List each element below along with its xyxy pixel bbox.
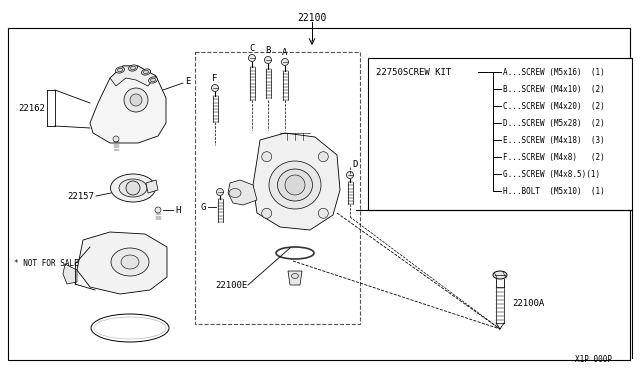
Text: C...SCREW (M4x20)  (2): C...SCREW (M4x20) (2) xyxy=(503,102,605,110)
Text: E: E xyxy=(185,77,190,86)
Circle shape xyxy=(155,207,161,213)
Circle shape xyxy=(262,152,272,162)
Ellipse shape xyxy=(121,255,139,269)
Circle shape xyxy=(211,84,218,92)
Ellipse shape xyxy=(291,273,298,279)
Text: * NOT FOR SALE: * NOT FOR SALE xyxy=(14,260,79,269)
Ellipse shape xyxy=(143,70,148,74)
Text: 22100E: 22100E xyxy=(215,280,247,289)
Text: H: H xyxy=(175,205,180,215)
Polygon shape xyxy=(146,180,158,193)
Ellipse shape xyxy=(493,271,507,279)
Ellipse shape xyxy=(148,77,157,83)
Circle shape xyxy=(318,208,328,218)
Ellipse shape xyxy=(119,179,147,197)
Ellipse shape xyxy=(118,68,122,72)
Text: X1P 000P: X1P 000P xyxy=(575,355,612,364)
Text: D: D xyxy=(352,160,357,169)
Circle shape xyxy=(248,55,255,61)
Circle shape xyxy=(264,57,271,64)
Polygon shape xyxy=(90,66,166,143)
Circle shape xyxy=(113,136,119,142)
Text: 22157: 22157 xyxy=(67,192,94,201)
Ellipse shape xyxy=(111,174,156,202)
Ellipse shape xyxy=(141,69,150,75)
Circle shape xyxy=(262,208,272,218)
Polygon shape xyxy=(110,66,156,86)
Circle shape xyxy=(126,181,140,195)
Text: 22162: 22162 xyxy=(18,103,45,112)
Text: B...SCREW (M4x10)  (2): B...SCREW (M4x10) (2) xyxy=(503,84,605,93)
Ellipse shape xyxy=(229,189,241,198)
Polygon shape xyxy=(77,232,167,294)
Polygon shape xyxy=(288,271,302,285)
Ellipse shape xyxy=(131,66,136,70)
Circle shape xyxy=(130,94,142,106)
Circle shape xyxy=(282,58,289,65)
Ellipse shape xyxy=(278,169,312,201)
Polygon shape xyxy=(253,133,340,230)
Circle shape xyxy=(285,175,305,195)
Ellipse shape xyxy=(91,314,169,342)
Ellipse shape xyxy=(111,248,149,276)
Ellipse shape xyxy=(129,65,138,71)
Text: F: F xyxy=(212,74,218,83)
Polygon shape xyxy=(63,264,77,284)
Ellipse shape xyxy=(269,161,321,209)
Text: H...BOLT  (M5x10)  (1): H...BOLT (M5x10) (1) xyxy=(503,186,605,196)
Text: A...SCREW (M5x16)  (1): A...SCREW (M5x16) (1) xyxy=(503,67,605,77)
Bar xyxy=(368,58,632,210)
Bar xyxy=(195,52,360,324)
Text: F...SCREW (M4x8)   (2): F...SCREW (M4x8) (2) xyxy=(503,153,605,161)
Text: E...SCREW (M4x18)  (3): E...SCREW (M4x18) (3) xyxy=(503,135,605,144)
Circle shape xyxy=(318,152,328,162)
Text: 22100A: 22100A xyxy=(512,298,544,308)
Text: G...SCREW (M4x8.5)(1): G...SCREW (M4x8.5)(1) xyxy=(503,170,600,179)
Circle shape xyxy=(216,189,223,196)
Circle shape xyxy=(346,171,353,179)
Text: D...SCREW (M5x28)  (2): D...SCREW (M5x28) (2) xyxy=(503,119,605,128)
Text: A: A xyxy=(282,48,288,57)
Ellipse shape xyxy=(276,247,314,259)
Text: 22100: 22100 xyxy=(298,13,326,23)
Ellipse shape xyxy=(94,317,166,339)
Ellipse shape xyxy=(150,78,156,82)
Text: B: B xyxy=(266,46,271,55)
Ellipse shape xyxy=(116,67,124,73)
Circle shape xyxy=(124,88,148,112)
Text: C: C xyxy=(250,44,255,53)
Bar xyxy=(8,28,630,360)
Text: G: G xyxy=(200,202,206,212)
Text: 22750SCREW KIT: 22750SCREW KIT xyxy=(376,67,451,77)
Polygon shape xyxy=(228,180,257,205)
